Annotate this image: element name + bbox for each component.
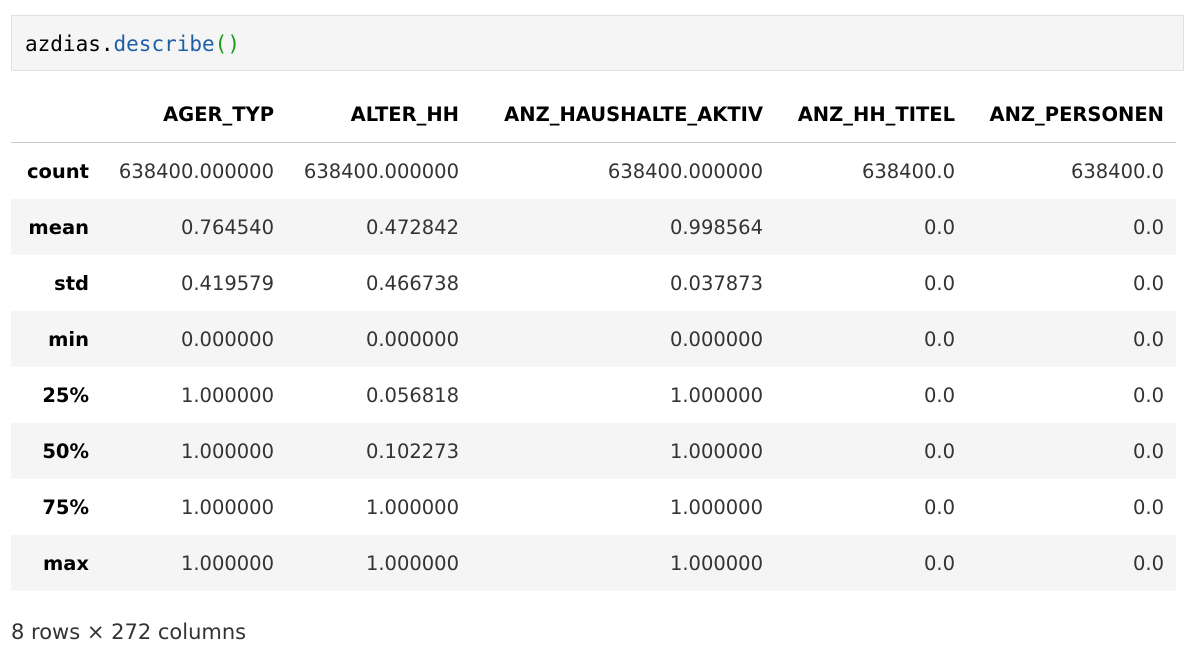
- table-cell: 0.000000: [669, 327, 763, 351]
- row-index-label: min: [48, 327, 89, 351]
- table-row: count 638400.000000 638400.000000 638400.00…: [11, 143, 1176, 200]
- table-cell: 0.056818: [365, 383, 459, 407]
- table-cell: 0.0: [923, 439, 955, 463]
- table-cell: 0.000000: [365, 327, 459, 351]
- table-cell: 0.472842: [365, 215, 459, 239]
- table-cell: 0.102273: [365, 439, 459, 463]
- table-cell: 0.0: [923, 215, 955, 239]
- table-cell: 0.0: [1132, 327, 1164, 351]
- header-row: AGER_TYP ALTER_HH ANZ_HAUSHALTE_AKTIV AN…: [11, 86, 1176, 143]
- table-row: 25% 1.000000 0.056818 1.000000 0.0 0.0: [11, 367, 1176, 423]
- table-cell: 0.0: [1132, 383, 1164, 407]
- code-parens: (): [214, 32, 240, 56]
- column-header: AGER_TYP: [101, 86, 286, 143]
- table-cell: 1.000000: [669, 495, 763, 519]
- table-cell: 1.000000: [180, 439, 274, 463]
- table-cell: 1.000000: [180, 495, 274, 519]
- row-index-label: mean: [28, 215, 89, 239]
- table-cell: 1.000000: [180, 551, 274, 575]
- row-index-label: 75%: [42, 495, 89, 519]
- column-header: ALTER_HH: [286, 86, 471, 143]
- table-row: mean 0.764540 0.472842 0.998564 0.0 0.0: [11, 199, 1176, 255]
- table-cell: 638400.000000: [303, 159, 459, 183]
- table-cell: 0.0: [923, 383, 955, 407]
- table-cell: 0.0: [923, 327, 955, 351]
- table-cell: 0.419579: [180, 271, 274, 295]
- dataframe-table: AGER_TYP ALTER_HH ANZ_HAUSHALTE_AKTIV AN…: [11, 86, 1176, 591]
- table-row: min 0.000000 0.000000 0.000000 0.0 0.0: [11, 311, 1176, 367]
- table-cell: 0.764540: [180, 215, 274, 239]
- column-header-index: [11, 86, 101, 143]
- table-cell: 0.037873: [669, 271, 763, 295]
- table-cell: 0.466738: [365, 271, 459, 295]
- row-index-label: std: [54, 271, 89, 295]
- table-row: 75% 1.000000 1.000000 1.000000 0.0 0.0: [11, 479, 1176, 535]
- table-cell: 0.0: [1132, 215, 1164, 239]
- table-cell: 0.0: [1132, 495, 1164, 519]
- table-body: count 638400.000000 638400.000000 638400.00…: [11, 143, 1176, 591]
- table-cell: 0.0: [1132, 439, 1164, 463]
- table-cell: 638400.000000: [118, 159, 274, 183]
- table-cell: 0.0: [1132, 551, 1164, 575]
- table-cell: 638400.000000: [607, 159, 763, 183]
- column-header: ANZ_PERSONEN: [967, 86, 1176, 143]
- code-object: azdias: [25, 32, 101, 56]
- column-header: ANZ_HH_TITEL: [775, 86, 967, 143]
- table-cell: 0.0: [923, 495, 955, 519]
- code-dot: .: [100, 32, 114, 56]
- table-cell: 1.000000: [669, 551, 763, 575]
- table-cell: 638400.0: [1070, 159, 1164, 183]
- row-index-label: count: [26, 159, 89, 183]
- row-index-label: 50%: [42, 439, 89, 463]
- table-header: AGER_TYP ALTER_HH ANZ_HAUSHALTE_AKTIV AN…: [11, 86, 1176, 143]
- table-cell: 1.000000: [365, 551, 459, 575]
- table-cell: 1.000000: [669, 439, 763, 463]
- code-cell-input[interactable]: azdias.describe(): [11, 15, 1184, 71]
- table-cell: 1.000000: [365, 495, 459, 519]
- table-cell: 0.998564: [669, 215, 763, 239]
- table-cell: 0.000000: [180, 327, 274, 351]
- table-cell: 638400.0: [861, 159, 955, 183]
- dataframe-shape-note: 8 rows × 272 columns: [11, 620, 247, 644]
- row-index-label: 25%: [42, 383, 89, 407]
- table-row: 50% 1.000000 0.102273 1.000000 0.0 0.0: [11, 423, 1176, 479]
- code-method: describe: [113, 32, 215, 56]
- table-cell: 1.000000: [669, 383, 763, 407]
- row-index-label: max: [42, 551, 89, 575]
- table-cell: 0.0: [1132, 271, 1164, 295]
- table-row: max 1.000000 1.000000 1.000000 0.0 0.0: [11, 535, 1176, 591]
- table-cell: 1.000000: [180, 383, 274, 407]
- table-cell: 0.0: [923, 271, 955, 295]
- table-row: std 0.419579 0.466738 0.037873 0.0 0.0: [11, 255, 1176, 311]
- table-cell: 0.0: [923, 551, 955, 575]
- column-header: ANZ_HAUSHALTE_AKTIV: [471, 86, 775, 143]
